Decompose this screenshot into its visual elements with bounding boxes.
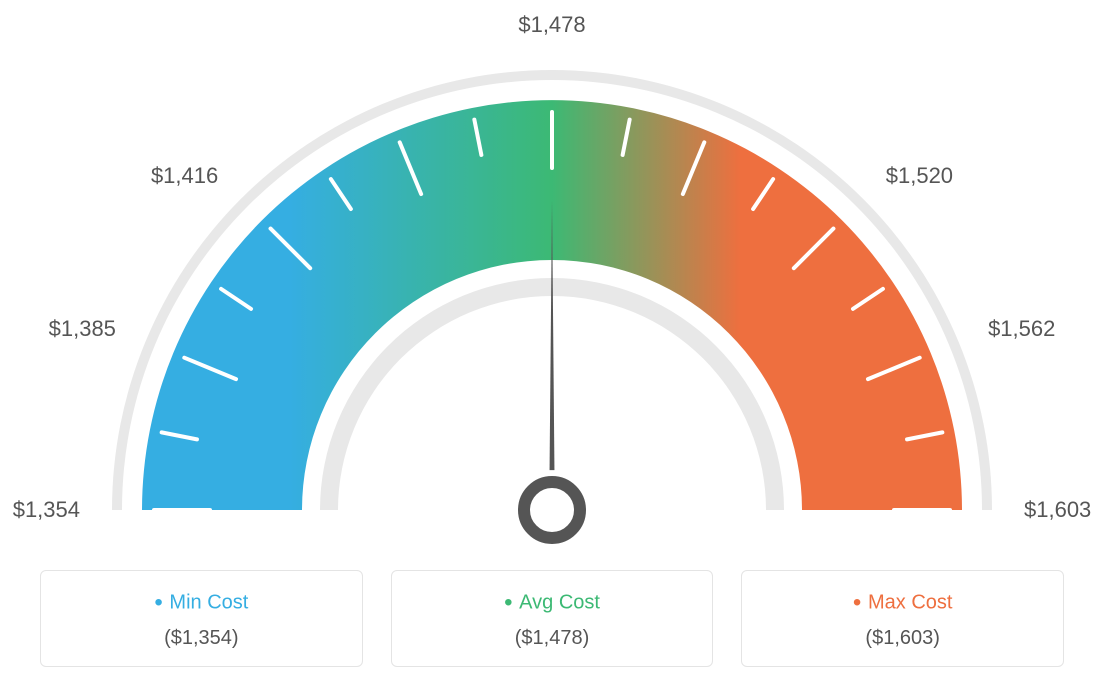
gauge-tick-label: $1,385 (49, 316, 116, 342)
legend-value-min: ($1,354) (51, 627, 352, 650)
gauge-chart (0, 0, 1104, 555)
gauge-tick-label: $1,478 (518, 12, 585, 38)
gauge-area: $1,354 $1,385 $1,416 $1,478 $1,520 $1,562 $1,6… (0, 0, 1104, 555)
legend-card-max: Max Cost ($1,603) (741, 570, 1064, 667)
legend-card-avg: Avg Cost ($1,478) (391, 570, 714, 667)
legend-row: Min Cost ($1,354) Avg Cost ($1,478) Max … (0, 570, 1104, 667)
legend-value-avg: ($1,478) (402, 627, 703, 650)
legend-title-avg: Avg Cost (402, 589, 703, 617)
legend-title-min: Min Cost (51, 589, 352, 617)
gauge-tick-label: $1,354 (13, 497, 80, 523)
gauge-tick-label: $1,562 (988, 316, 1055, 342)
cost-gauge-container: $1,354 $1,385 $1,416 $1,478 $1,520 $1,562 $1,6… (0, 0, 1104, 690)
legend-title-max: Max Cost (752, 589, 1053, 617)
legend-card-min: Min Cost ($1,354) (40, 570, 363, 667)
gauge-tick-label: $1,520 (886, 163, 953, 189)
gauge-tick-label: $1,603 (1024, 497, 1091, 523)
legend-value-max: ($1,603) (752, 627, 1053, 650)
gauge-tick-label: $1,416 (151, 163, 218, 189)
